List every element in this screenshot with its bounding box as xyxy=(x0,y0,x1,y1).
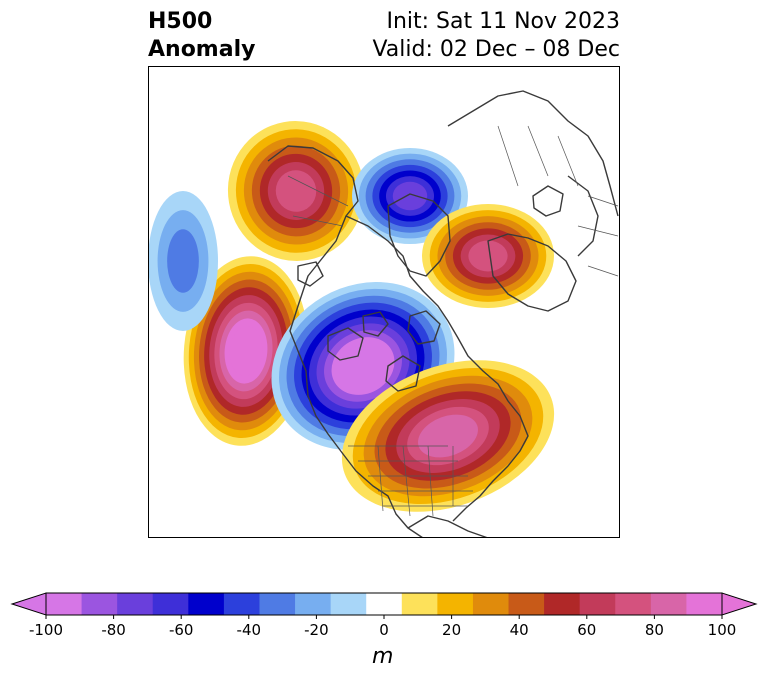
colorbar-cell xyxy=(366,593,403,615)
colorbar: -100 -80 -60 -40 -20 0 20 40 60 80 100 xyxy=(10,592,758,639)
colorbar-cells xyxy=(10,592,758,616)
colorbar-cell xyxy=(686,593,723,615)
title-field: Anomaly xyxy=(148,37,256,62)
colorbar-tick-label: 20 xyxy=(442,621,461,639)
colorbar-cell xyxy=(472,593,510,615)
colorbar-cell xyxy=(508,593,545,615)
contour-eurasia-ridge-7 xyxy=(468,240,508,272)
colorbar-cell xyxy=(615,593,652,615)
title-variable: H500 xyxy=(148,9,213,34)
colorbar-tick-label: 80 xyxy=(645,621,664,639)
anomaly-hudson-trough xyxy=(352,148,468,244)
colorbar-extend-high xyxy=(721,592,758,616)
colorbar-tick-label: -20 xyxy=(304,621,329,639)
colorbar-tick-label: 100 xyxy=(708,621,737,639)
anomaly-eurasia-ridge xyxy=(422,204,554,308)
contour-atlantic-ridge-8 xyxy=(418,414,478,458)
colorbar-tick-label: 60 xyxy=(577,621,596,639)
colorbar-cell xyxy=(223,593,260,615)
anomaly-atlantic-ridge xyxy=(341,360,555,512)
colorbar-ticks: -100 -80 -60 -40 -20 0 20 40 60 80 100 xyxy=(29,615,736,639)
colorbar-cell xyxy=(188,593,225,615)
colorbar-cell xyxy=(579,593,616,615)
colorbar-tick-label: 40 xyxy=(510,621,529,639)
colorbar-tick-label: -80 xyxy=(101,621,126,639)
colorbar-cell xyxy=(46,593,83,615)
contour-pacific-ridge-10 xyxy=(229,326,263,376)
colorbar-cell xyxy=(544,593,581,615)
colorbar-cell xyxy=(401,593,438,615)
contour-arctic-trough-10 xyxy=(339,343,387,389)
map-title: H500 Anomaly xyxy=(148,8,255,64)
colorbar-tick-label: -60 xyxy=(169,621,194,639)
coastlines xyxy=(267,90,619,538)
anomaly-pacific-ridge xyxy=(183,256,309,446)
colorbar-tick-label: -40 xyxy=(237,621,262,639)
colorbar-cell xyxy=(650,593,687,615)
anomaly-alaska-ridge xyxy=(227,121,365,261)
anomaly-map xyxy=(148,66,620,538)
colorbar-cell xyxy=(330,593,367,615)
contour-alaska-ridge-7 xyxy=(275,170,317,212)
colorbar-tick-label: -100 xyxy=(29,621,63,639)
colorbar-cell xyxy=(437,593,474,615)
map-frame xyxy=(148,66,620,538)
map-dates: Init: Sat 11 Nov 2023 Valid: 02 Dec – 08… xyxy=(372,8,620,64)
valid-range: Valid: 02 Dec – 08 Dec xyxy=(372,37,620,62)
colorbar-cell xyxy=(81,593,118,615)
contour-hudson-trough-7 xyxy=(392,181,428,211)
colorbar-cell xyxy=(259,593,296,615)
anomaly-fill xyxy=(148,121,555,512)
colorbar-tick-label: 0 xyxy=(379,621,389,639)
colorbar-cell xyxy=(152,593,189,615)
colorbar-extend-low xyxy=(10,592,47,616)
anomaly-east-pacific-low xyxy=(148,191,218,331)
contour-east-pacific-low-3 xyxy=(167,229,199,293)
colorbar-cell xyxy=(295,593,332,615)
colorbar-unit: m xyxy=(372,644,394,669)
borders xyxy=(287,125,619,517)
colorbar-cell xyxy=(117,593,154,615)
init-date: Init: Sat 11 Nov 2023 xyxy=(386,9,620,34)
